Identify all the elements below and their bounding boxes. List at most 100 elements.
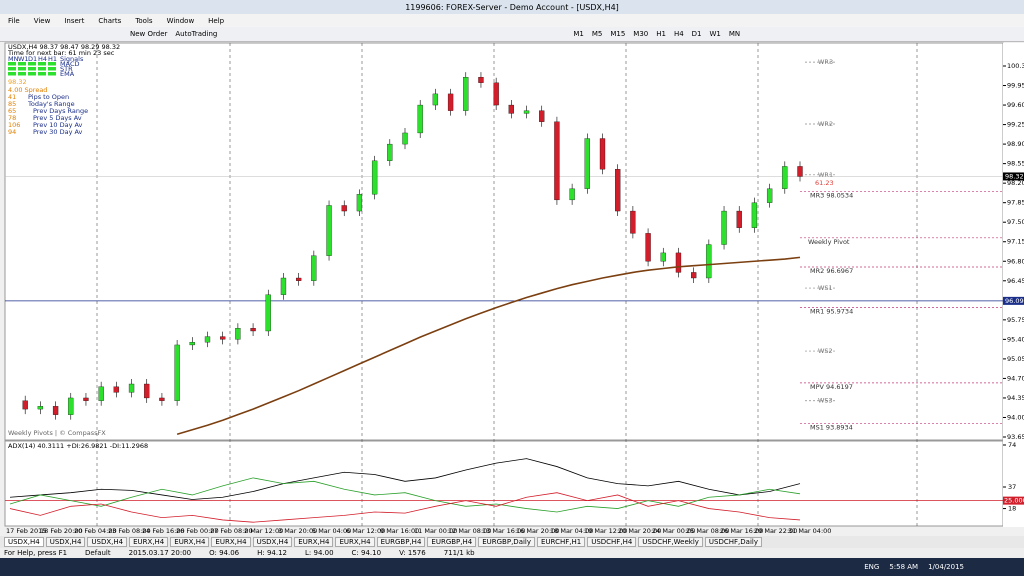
period-button[interactable]: M15 [610, 30, 626, 38]
stat-value: 65 [8, 107, 16, 115]
candle [250, 328, 256, 332]
pivot-label: MPV 94.6197 [810, 383, 853, 391]
x-tick-label: 29 Mar 22:00 [754, 527, 797, 535]
chart-header: USDX,H4 98.37 98.47 98.29 98.32 [8, 43, 120, 51]
signal-head: W1 [18, 55, 29, 63]
chart-tab[interactable]: EURGBP,H4 [376, 537, 426, 547]
period-button[interactable]: M5 [591, 30, 603, 38]
menu-item[interactable]: Help [208, 16, 225, 25]
x-tick-label: 25 Mar 08:00 [686, 527, 729, 535]
candle [265, 294, 271, 332]
language[interactable]: ENG [864, 563, 880, 571]
stat-label: Prev 30 Day Av [33, 128, 83, 136]
stat-label: Today's Range [27, 100, 75, 108]
menu-bar: File View Insert Charts Tools Window Help [0, 14, 1024, 27]
chart-tab[interactable]: USDX,H4 [45, 537, 86, 547]
chart-tab[interactable]: EURX,H4 [294, 537, 334, 547]
y-tick-label: 94.70 [1007, 374, 1024, 382]
signal-name: STR [60, 65, 73, 73]
x-tick-label: 26 Mar 16:00 [720, 527, 763, 535]
signal-cell [38, 67, 46, 71]
candle [691, 272, 697, 279]
status-bar: For Help, press F1 Default 2015.03.17 20:0… [0, 548, 1024, 558]
chart-tab[interactable]: EURX,H4 [211, 537, 251, 547]
menu-item[interactable]: Window [166, 16, 195, 25]
status-field: V: 1576 [399, 549, 426, 557]
chart-tab[interactable]: USDCHF,Daily [704, 537, 762, 547]
x-tick-label: 24 Feb 16:00 [142, 527, 185, 535]
menu-item[interactable]: View [33, 16, 51, 25]
menu-item[interactable]: Charts [98, 16, 122, 25]
adx-line [9, 458, 801, 500]
minus-di-line [9, 492, 801, 523]
period-button[interactable]: H1 [656, 30, 666, 38]
signal-cell [28, 67, 36, 71]
period-button[interactable]: D1 [691, 30, 702, 38]
menu-item[interactable]: Insert [64, 16, 85, 25]
x-tick-label: 12 Mar 08:00 [448, 527, 491, 535]
period-button[interactable]: MN [728, 30, 741, 38]
indicator-pane [4, 440, 1004, 527]
bar-timer: Time for next bar: 61 min 23 sec [7, 49, 115, 57]
chart-tab[interactable]: EURCHF,H1 [537, 537, 586, 547]
y-tick-label: 95.40 [1007, 335, 1024, 343]
chart-tab[interactable]: USDCHF,Weekly [638, 537, 703, 547]
clock[interactable]: 5:58 AM [889, 563, 919, 571]
date[interactable]: 1/04/2015 [928, 563, 964, 571]
period-button[interactable]: M1 [573, 30, 584, 38]
status-field: Default [85, 549, 111, 557]
period-button[interactable]: M30 [633, 30, 649, 38]
autotrading-button[interactable]: AutoTrading [175, 30, 218, 38]
chart-tab[interactable]: EURX,H4 [170, 537, 210, 547]
candle [280, 277, 287, 295]
chart-tab[interactable]: EURGBP,Daily [478, 537, 536, 547]
x-tick-label: 9 Mar 16:00 [380, 527, 419, 535]
price-pane [4, 42, 1004, 441]
signal-name: MACD [60, 60, 79, 68]
candle [235, 328, 241, 340]
menu-item[interactable]: Tools [135, 16, 153, 25]
y-tick-label: 74 [1008, 441, 1016, 449]
chart-tab[interactable]: EURGBP,H4 [427, 537, 477, 547]
period-button[interactable]: H4 [673, 30, 684, 38]
menu-item[interactable]: File [8, 16, 20, 25]
y-tick-label: 96.80 [1007, 257, 1024, 265]
chart-tab[interactable]: USDX,H4 [87, 537, 128, 547]
chart-tab[interactable]: EURX,H4 [129, 537, 169, 547]
candle [356, 194, 363, 212]
y-tick-label: 100.30 [1007, 62, 1024, 70]
level-label: 25.0000 [1004, 497, 1024, 505]
pivot-label: MR1 95.9734 [810, 307, 853, 315]
x-tick-label: 24 Mar 00:00 [652, 527, 695, 535]
pivot-label: WR2 [818, 120, 833, 128]
signal-cell [48, 62, 56, 66]
pivot-label: Weekly Pivot [808, 238, 850, 246]
new-order-button[interactable]: New Order [130, 30, 168, 38]
chart-tab[interactable]: EURX,H4 [335, 537, 375, 547]
y-tick-label: 94.35 [1007, 394, 1024, 402]
x-tick-label: 5 Mar 04:00 [312, 527, 351, 535]
period-button[interactable]: W1 [709, 30, 721, 38]
chart-tab[interactable]: USDCHF,H4 [587, 537, 637, 547]
spread: 4.00 Spread [8, 86, 47, 94]
candle [493, 82, 499, 106]
candle [204, 336, 211, 343]
candle [387, 143, 393, 161]
signal-head: H1 [48, 55, 57, 63]
chart-tab[interactable]: USDX,H4 [4, 537, 44, 547]
candle [675, 252, 682, 273]
pivot-label: MS1 93.8934 [810, 423, 853, 431]
candle [508, 104, 514, 114]
level-tag [1003, 496, 1024, 505]
pivot-caption: Weekly Pivots | © CompassFX [8, 429, 106, 437]
x-tick-label: 26 Feb 00:00 [176, 527, 219, 535]
big-price: 98.32 [8, 78, 27, 86]
signal-head: D1 [28, 55, 37, 63]
chart-tab[interactable]: USDX,H4 [252, 537, 293, 547]
y-tick-label: 99.60 [1007, 101, 1024, 109]
x-tick-label: 2 Mar 12:00 [244, 527, 283, 535]
pivot-label: MR2 96.6967 [810, 267, 853, 275]
signal-cell [8, 67, 16, 71]
stat-value: 94 [8, 128, 16, 136]
